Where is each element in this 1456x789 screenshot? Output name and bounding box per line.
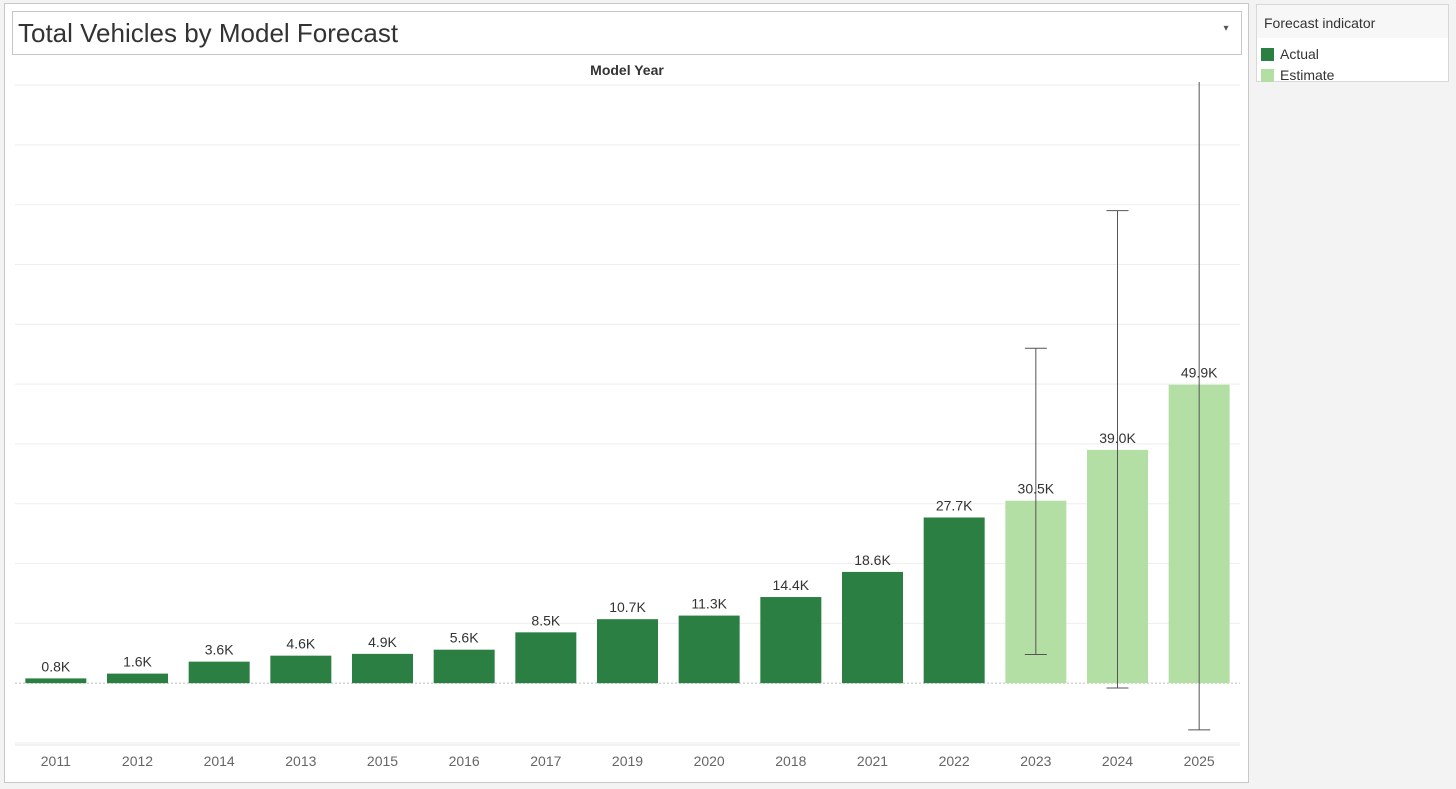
bar-2015[interactable] xyxy=(352,653,413,684)
bar-2014[interactable] xyxy=(188,661,250,684)
bar-2021[interactable] xyxy=(842,571,903,684)
x-tick-2018: 2018 xyxy=(775,753,806,769)
value-label-2019: 10.7K xyxy=(609,599,646,615)
legend-swatch-estimate xyxy=(1261,68,1274,82)
value-label-2018: 14.4K xyxy=(773,577,810,593)
bar-2013[interactable] xyxy=(270,655,332,684)
legend-label-actual: Actual xyxy=(1280,46,1319,62)
legend-label-estimate: Estimate xyxy=(1280,67,1335,83)
value-label-2016: 5.6K xyxy=(450,630,479,646)
x-tick-2013: 2013 xyxy=(285,753,316,769)
value-label-2012: 1.6K xyxy=(123,654,152,670)
x-tick-2025: 2025 xyxy=(1184,753,1215,769)
legend: Forecast indicator Actual Estimate xyxy=(1256,4,1449,85)
value-labels: 0.8K 1.6K 3.6K 4.6K 4.9K 5.6K 8.5K 10.7K 11.3K 14… xyxy=(41,365,1218,675)
bar-2012[interactable] xyxy=(107,673,168,684)
interval-2023 xyxy=(1024,347,1047,655)
x-axis-title: Model Year xyxy=(590,62,664,78)
title-box[interactable]: Total Vehicles by Model Forecast ▾ xyxy=(12,11,1242,55)
x-tick-2016: 2016 xyxy=(449,753,480,769)
x-tick-2015: 2015 xyxy=(367,753,398,769)
bar-2019[interactable] xyxy=(597,619,658,684)
value-label-2015: 4.9K xyxy=(368,634,397,650)
value-label-2013: 4.6K xyxy=(286,636,315,652)
value-label-2017: 8.5K xyxy=(531,612,560,628)
bar-2016[interactable] xyxy=(433,649,495,684)
x-tick-2017: 2017 xyxy=(530,753,561,769)
value-label-2014: 3.6K xyxy=(205,642,234,658)
value-label-2020: 11.3K xyxy=(691,596,727,612)
bar-2017[interactable] xyxy=(515,632,577,684)
x-tick-2012: 2012 xyxy=(122,753,153,769)
bar-chart: 0.8K 1.6K 3.6K 4.6K 4.9K 5.6K 8.5K 10.7K 11.3K 14… xyxy=(15,62,1240,769)
value-label-2011: 0.8K xyxy=(41,658,70,674)
bars xyxy=(25,384,1230,684)
x-tick-2014: 2014 xyxy=(204,753,235,769)
x-tick-2022: 2022 xyxy=(939,753,970,769)
legend-item-actual[interactable]: Actual xyxy=(1261,44,1319,64)
value-label-2021: 18.6K xyxy=(854,552,891,568)
value-label-2025: 49.9K xyxy=(1181,365,1218,381)
chevron-down-icon[interactable]: ▾ xyxy=(1223,23,1229,34)
interval-2024 xyxy=(1106,210,1129,689)
bar-2022[interactable] xyxy=(923,517,985,684)
bar-2011[interactable] xyxy=(25,678,87,684)
x-tick-2019: 2019 xyxy=(612,753,643,769)
interval-2025 xyxy=(1188,82,1211,731)
legend-item-estimate[interactable]: Estimate xyxy=(1261,65,1334,85)
legend-title: Forecast indicator xyxy=(1257,5,1448,38)
x-tick-2023: 2023 xyxy=(1020,753,1051,769)
x-tick-labels: 2011 2012 2014 2013 2015 2016 2017 2019 2020 2018… xyxy=(41,753,1215,769)
x-tick-2020: 2020 xyxy=(694,753,725,769)
x-tick-2024: 2024 xyxy=(1102,753,1133,769)
value-label-2024: 39.0K xyxy=(1099,430,1136,446)
value-label-2022: 27.7K xyxy=(936,497,973,513)
prediction-intervals xyxy=(1024,82,1211,731)
x-tick-2011: 2011 xyxy=(41,753,71,769)
x-tick-2021: 2021 xyxy=(857,753,888,769)
legend-swatch-actual xyxy=(1261,47,1274,61)
bar-2020[interactable] xyxy=(678,615,740,684)
bar-2018[interactable] xyxy=(760,597,822,684)
value-label-2023: 30.5K xyxy=(1018,481,1055,497)
chart-title: Total Vehicles by Model Forecast xyxy=(18,18,399,48)
